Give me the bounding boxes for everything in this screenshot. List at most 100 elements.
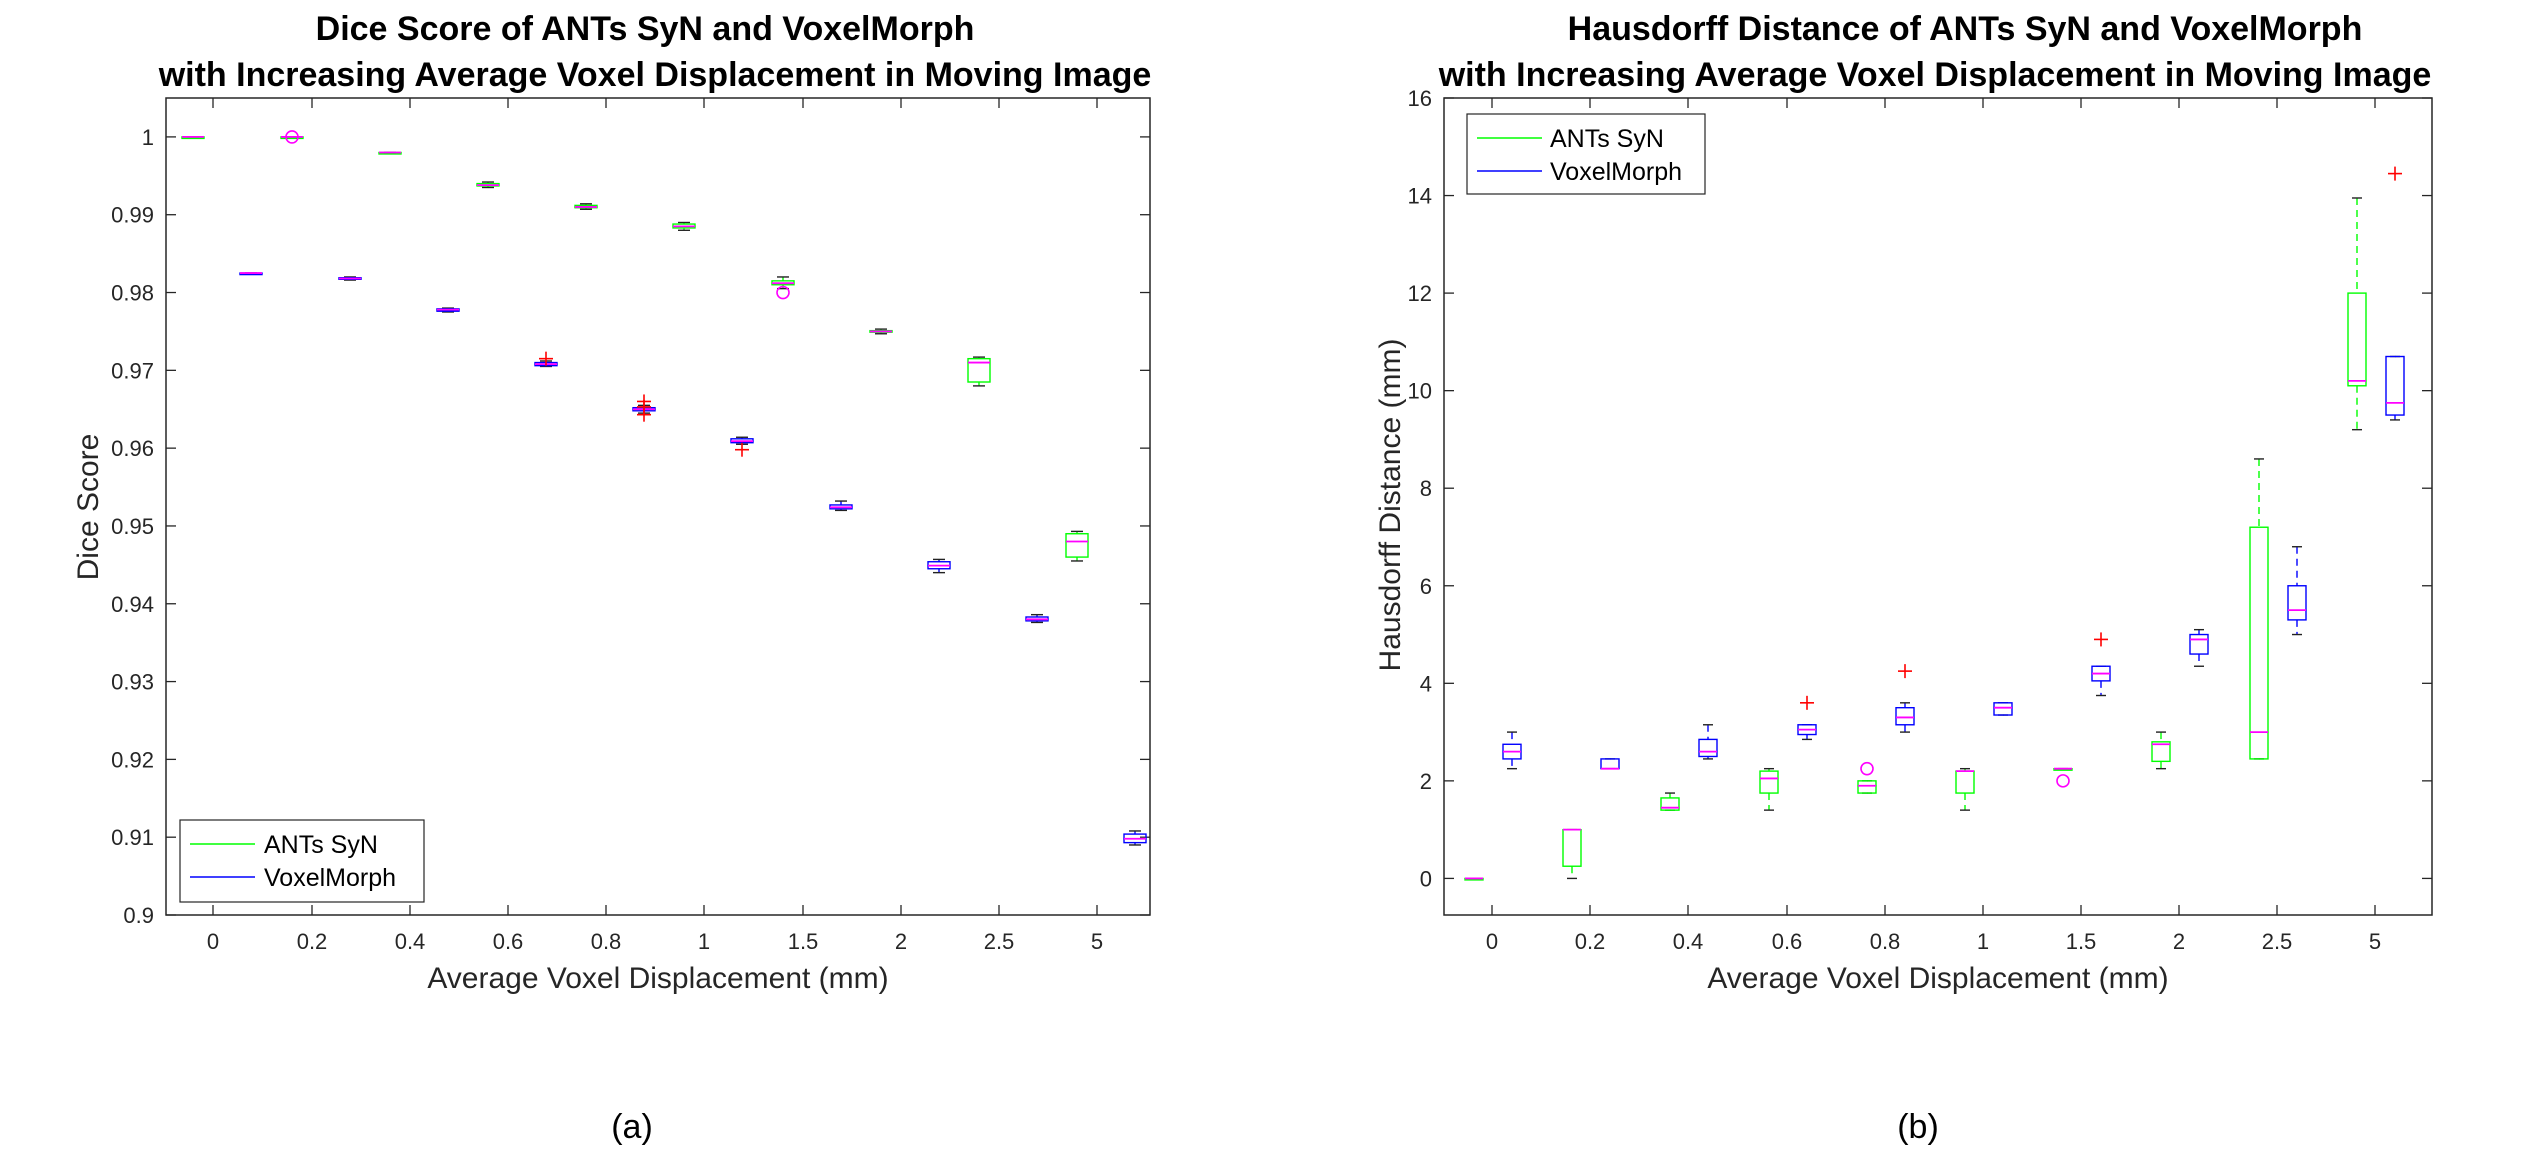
chart-a-y-tick-label: 0.96 — [111, 436, 154, 461]
chart-b-ants-syn-box-0 — [1464, 877, 1484, 881]
chart-a-ants-syn-iqr-box — [967, 357, 991, 383]
chart-a-ants-syn-box-0-6 — [476, 181, 500, 189]
chart-b-ants-syn-box-5 — [2347, 197, 2367, 431]
hausdorff-distance-chart: Hausdorff Distance of ANTs SyN and Voxel… — [1374, 10, 2433, 1146]
chart-a-x-tick-label: 2 — [895, 929, 907, 954]
chart-b-ants-syn-box-2 — [2151, 731, 2171, 770]
chart-a-y-tick-label: 0.91 — [111, 825, 154, 850]
chart-a-legend-label-ants: ANTs SyN — [264, 831, 378, 859]
chart-a-voxelmorph-box-0 — [239, 272, 263, 276]
chart-a-voxelmorph-box-0-2 — [338, 276, 362, 281]
chart-a-voxelmorph-box-0-6 — [534, 351, 558, 368]
chart-a-x-axis-label: Average Voxel Displacement (mm) — [427, 962, 888, 995]
chart-b-y-tick-label: 4 — [1420, 671, 1432, 696]
chart-a-y-tick-label: 0.95 — [111, 514, 154, 539]
chart-b-x-tick-label: 2 — [2173, 929, 2185, 954]
chart-a-ants-syn-box-2 — [869, 328, 893, 335]
chart-a-ants-syn-outlier — [776, 285, 790, 300]
chart-a-ants-syn-outlier — [285, 130, 299, 144]
chart-a-x-tick-label: 0 — [207, 929, 219, 954]
chart-b-y-tick-label: 2 — [1420, 769, 1432, 794]
chart-a-y-tick-label: 0.98 — [111, 281, 154, 306]
chart-b-ants-syn-box-0-6 — [1759, 767, 1779, 811]
chart-a-ants-syn-box-0-2 — [280, 130, 304, 144]
chart-b-voxelmorph-box-0 — [1502, 731, 1522, 770]
chart-a-subtitle: with Increasing Average Voxel Displaceme… — [158, 56, 1152, 94]
chart-b-y-tick-label: 10 — [1408, 379, 1432, 404]
chart-b-x-tick-label: 0.2 — [1575, 929, 1606, 954]
chart-a-x-tick-label: 0.6 — [493, 929, 524, 954]
chart-a-voxelmorph-box-0-4 — [436, 307, 460, 313]
dice-score-chart: Dice Score of ANTs SyN and VoxelMorph wi… — [72, 10, 1151, 1146]
chart-b-voxelmorph-iqr-box — [2385, 355, 2405, 416]
chart-b-subtitle: with Increasing Average Voxel Displaceme… — [1438, 56, 2432, 94]
chart-b-x-tick-label: 0 — [1486, 929, 1498, 954]
chart-a-ants-syn-box-0-4 — [378, 151, 402, 155]
chart-b-ants-syn-box-0-4 — [1660, 792, 1680, 811]
chart-b-x-axis-label: Average Voxel Displacement (mm) — [1707, 962, 2168, 995]
chart-b-ants-syn-outlier — [2056, 774, 2070, 788]
chart-b-legend-box — [1466, 113, 1706, 195]
chart-b-ants-syn-box-0-2 — [1562, 828, 1582, 880]
chart-a-voxelmorph-box-2 — [927, 558, 951, 574]
chart-a-voxelmorph-box-0-8 — [632, 394, 656, 422]
chart-a-x-tick-label: 1.5 — [788, 929, 819, 954]
chart-b-marks: 0 2 4 6 8 10 12 14 16 0 0.2 0.4 0.6 0.8 1 1.5 2 2.5 5 — [1408, 86, 2432, 954]
chart-b-x-tick-label: 1 — [1977, 929, 1989, 954]
chart-a-x-tick-label: 5 — [1091, 929, 1103, 954]
chart-b-x-tick-label: 0.8 — [1870, 929, 1901, 954]
chart-a-ants-syn-box-0-8 — [574, 203, 598, 210]
chart-a-ants-syn-box-2-5 — [967, 356, 991, 387]
chart-a-voxelmorph-box-5 — [1123, 830, 1147, 846]
chart-a-marks: 0.9 0.91 0.92 0.93 0.94 0.95 0.96 0.97 0.98 0.99 1… — [111, 98, 1150, 954]
chart-b-ants-syn-box-1 — [1955, 767, 1975, 811]
chart-b-voxelmorph-box-2-5 — [2287, 546, 2307, 636]
chart-b-legend-label-voxelmorph: VoxelMorph — [1550, 158, 1682, 186]
chart-b-y-tick-label: 16 — [1408, 86, 1432, 111]
chart-b-ants-syn-box-1-5 — [2053, 767, 2073, 788]
chart-b-ants-syn-iqr-box — [2151, 741, 2171, 763]
chart-a-y-tick-label: 0.99 — [111, 203, 154, 228]
chart-a-ants-syn-iqr-box — [1065, 533, 1089, 558]
chart-a-y-tick-label: 0.94 — [111, 592, 154, 617]
chart-b-caption: (b) — [1897, 1108, 1939, 1146]
chart-a-legend: ANTs SyN VoxelMorph — [179, 819, 425, 903]
chart-a-voxelmorph-box-2-5 — [1025, 613, 1049, 624]
chart-b-voxelmorph-box-1 — [1993, 702, 2013, 716]
chart-a-legend-box — [179, 819, 425, 903]
chart-a-y-tick-label: 1 — [142, 125, 154, 150]
chart-a-y-tick-label: 0.93 — [111, 670, 154, 695]
chart-b-plot-area — [1443, 97, 2433, 916]
chart-a-y-tick-label: 0.97 — [111, 358, 154, 383]
chart-b-x-tick-label: 0.6 — [1772, 929, 1803, 954]
chart-b-voxelmorph-iqr-box — [2287, 585, 2307, 621]
chart-b-voxelmorph-box-0-2 — [1600, 758, 1620, 770]
chart-b-y-tick-label: 0 — [1420, 866, 1432, 891]
chart-b-ants-syn-iqr-box — [2347, 292, 2367, 387]
chart-b-y-axis-label: Hausdorff Distance (mm) — [1374, 339, 1407, 672]
chart-a-ants-syn-box-0 — [181, 136, 205, 140]
chart-a-ants-syn-box-1-5 — [771, 276, 795, 300]
chart-b-ants-syn-iqr-box — [1857, 780, 1877, 794]
chart-b-voxelmorph-iqr-box — [1895, 707, 1915, 726]
chart-a-title: Dice Score of ANTs SyN and VoxelMorph — [316, 10, 975, 48]
chart-b-x-tick-label: 5 — [2369, 929, 2381, 954]
chart-a-ants-syn-box-5 — [1065, 530, 1089, 562]
chart-b-voxelmorph-box-1-5 — [2091, 632, 2111, 697]
chart-b-x-tick-label: 1.5 — [2066, 929, 2097, 954]
chart-b-legend-label-ants: ANTs SyN — [1550, 125, 1664, 153]
chart-a-x-tick-label: 2.5 — [984, 929, 1015, 954]
chart-b-x-tick-label: 0.4 — [1673, 929, 1704, 954]
chart-b-y-tick-label: 12 — [1408, 281, 1432, 306]
chart-a-x-tick-label: 1 — [698, 929, 710, 954]
chart-b-ants-syn-box-2-5 — [2249, 458, 2269, 760]
chart-a-x-tick-label: 0.2 — [297, 929, 328, 954]
chart-a-legend-label-voxelmorph: VoxelMorph — [264, 864, 396, 892]
chart-a-y-tick-label: 0.9 — [123, 903, 154, 928]
chart-b-y-tick-label: 6 — [1420, 574, 1432, 599]
chart-a-caption: (a) — [611, 1108, 653, 1146]
chart-a-voxelmorph-box-1-5 — [829, 500, 853, 512]
chart-b-ants-syn-box-0-8 — [1857, 761, 1877, 794]
chart-a-x-tick-label: 0.8 — [591, 929, 622, 954]
chart-a-ants-syn-box-1 — [672, 221, 696, 231]
